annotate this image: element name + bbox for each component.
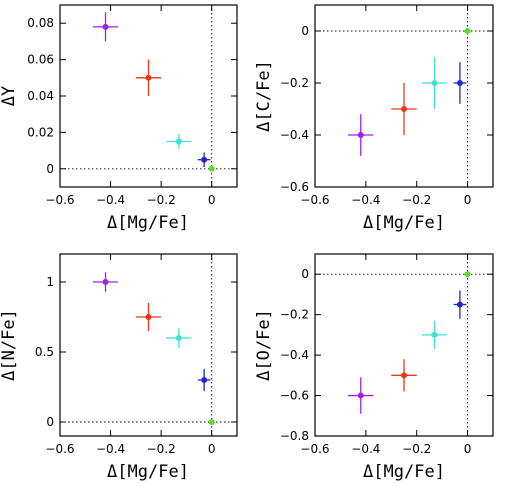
panel-delta-o-frame (314, 253, 494, 437)
panel-delta-c: Δ[Mg/Fe] Δ[C/Fe] (254, 4, 494, 233)
y-tick-label: −0.2 (280, 308, 309, 322)
y-tick-label: 0.04 (27, 89, 54, 103)
x-tick-label: −0.4 (351, 193, 380, 207)
data-point-blue (456, 80, 463, 86)
data-point-green (208, 165, 215, 172)
panel-delta-c-ylabel: Δ[C/Fe] (254, 60, 274, 132)
x-tick-label: −0.2 (402, 442, 431, 456)
panel-delta-o-marks: −0.6 −0.4 −0.2 0−0.8−0.6−0.4−0.20 (280, 254, 493, 456)
data-point-purple (102, 23, 109, 30)
panel-delta-o-xlabel: Δ[Mg/Fe] (363, 462, 445, 482)
data-point-red (401, 106, 407, 112)
panel-delta-n-marks: −0.6 −0.4 −0.2 0 0 0.5 1 (35, 254, 237, 456)
panel-delta-c-xlabel: Δ[Mg/Fe] (363, 213, 445, 233)
panel-delta-n-frame (59, 253, 238, 437)
x-tick-label: −0.2 (147, 193, 176, 207)
data-point-red (145, 314, 152, 320)
x-tick-label: 0 (208, 193, 216, 207)
data-point-green (464, 28, 471, 34)
panel-delta-y: Δ[Mg/Fe] ΔY (0, 4, 238, 233)
y-tick-label: 1 (46, 275, 54, 289)
data-point-blue (201, 377, 208, 383)
panel-delta-c-marks: −0.6 −0.4 −0.2 0 −0.6 −0.4 −0.2 0 (280, 5, 493, 207)
panel-delta-y-xlabel: Δ[Mg/Fe] (107, 213, 189, 233)
y-tick-label: 0 (46, 162, 54, 176)
x-tick-label: 0 (464, 442, 472, 456)
panel-delta-o-ylabel: Δ[O/Fe] (254, 309, 274, 381)
y-tick-label: 0.02 (27, 125, 54, 139)
panel-delta-y-ylabel: ΔY (0, 86, 19, 106)
data-point-green (464, 271, 471, 278)
y-tick-label: 0.08 (27, 16, 54, 30)
panel-delta-n-ylabel: Δ[N/Fe] (0, 309, 19, 381)
data-point-purple (102, 279, 109, 285)
y-tick-label: 0.06 (27, 53, 54, 67)
data-point-cyan (431, 80, 438, 86)
y-tick-label: −0.8 (280, 429, 309, 443)
x-tick-label: −0.4 (351, 442, 380, 456)
panel-delta-n-xlabel: Δ[Mg/Fe] (107, 462, 189, 482)
x-tick-label: 0 (464, 193, 472, 207)
data-point-red (401, 372, 407, 379)
data-point-blue (201, 156, 208, 163)
data-point-cyan (431, 331, 438, 338)
y-tick-label: −0.4 (280, 128, 309, 142)
data-point-purple (357, 392, 364, 399)
panel-delta-o: Δ[Mg/Fe] Δ[O/Fe] (254, 253, 494, 482)
x-tick-label: −0.4 (96, 442, 125, 456)
data-point-cyan (175, 138, 182, 145)
y-tick-label: −0.2 (280, 76, 309, 90)
y-tick-label: 0.5 (35, 345, 54, 359)
y-tick-label: 0 (46, 415, 54, 429)
x-tick-label: −0.6 (300, 193, 329, 207)
y-tick-label: 0 (301, 267, 309, 281)
panel-delta-y-marks: −0.6 −0.4 −0.2 0 0 0.02 0.04 0.06 0.08 (27, 5, 237, 207)
x-tick-label: −0.2 (402, 193, 431, 207)
y-tick-label: −0.4 (280, 348, 309, 362)
panel-delta-n: Δ[Mg/Fe] Δ[N/Fe] (0, 253, 238, 482)
x-tick-label: 0 (208, 442, 216, 456)
x-tick-label: −0.6 (300, 442, 329, 456)
panel-delta-c-frame (314, 4, 494, 188)
data-point-purple (357, 132, 364, 138)
data-point-cyan (175, 335, 182, 341)
x-tick-label: −0.6 (45, 193, 74, 207)
x-tick-label: −0.2 (147, 442, 176, 456)
y-tick-label: −0.6 (280, 180, 309, 194)
data-point-red (145, 74, 152, 81)
data-point-blue (456, 301, 463, 308)
x-tick-label: −0.6 (45, 442, 74, 456)
y-tick-label: −0.6 (280, 389, 309, 403)
x-tick-label: −0.4 (96, 193, 125, 207)
data-point-green (208, 419, 215, 425)
y-tick-label: 0 (301, 24, 309, 38)
